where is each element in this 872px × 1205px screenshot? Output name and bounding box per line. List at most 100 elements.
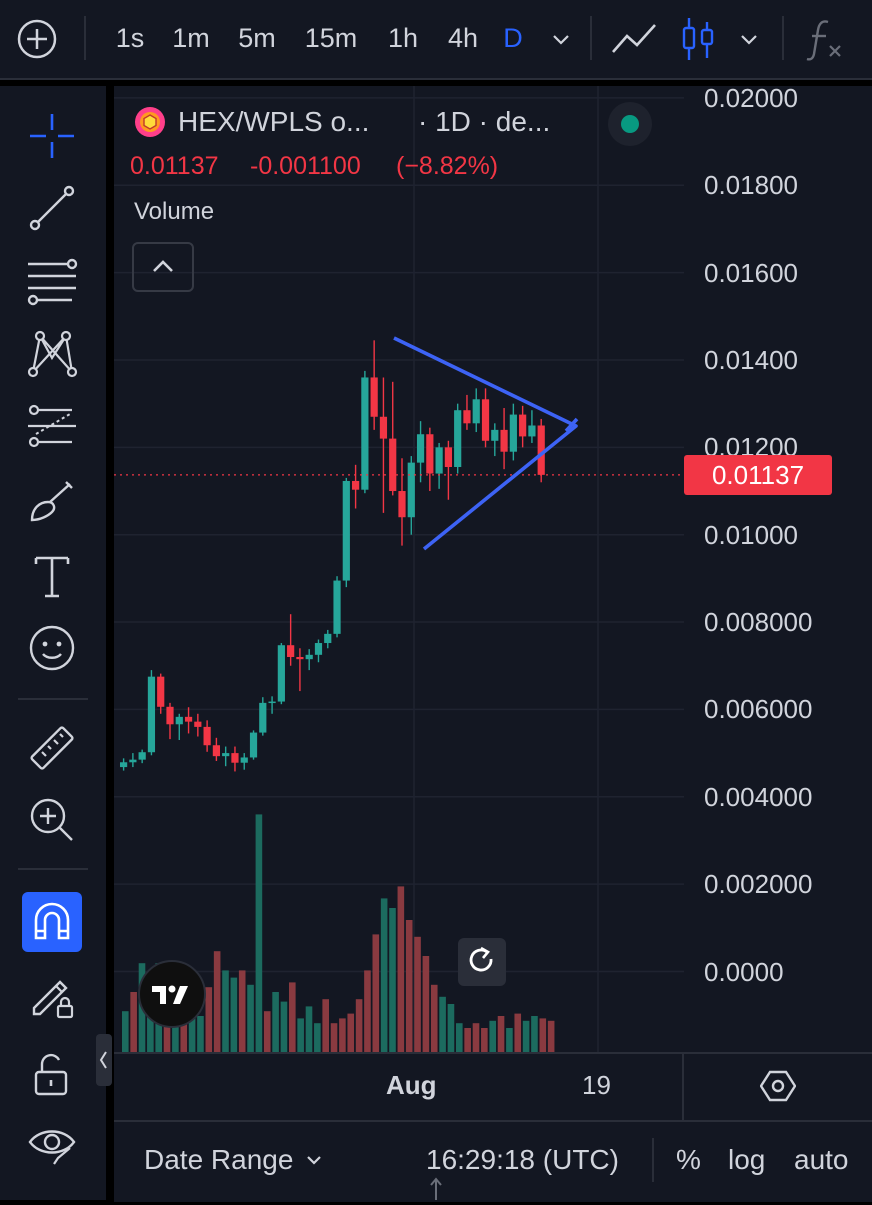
volume-bar	[472, 1023, 480, 1052]
volume-bar	[238, 970, 246, 1052]
volume-bar	[289, 982, 296, 1052]
interval-source[interactable]: · 1D · de...	[418, 106, 551, 137]
timeframe-d-active[interactable]: D	[503, 23, 523, 53]
toolbar-divider	[18, 698, 88, 700]
timeframe-4h[interactable]: 4h	[447, 23, 479, 53]
candle-body	[407, 462, 415, 518]
volume-bar	[481, 1028, 488, 1052]
text-tool-icon[interactable]	[22, 546, 82, 606]
auto-toggle[interactable]: auto	[794, 1144, 849, 1175]
timeframe-1s[interactable]: 1s	[115, 23, 145, 53]
brush-icon[interactable]	[22, 472, 82, 532]
timeframe-15m[interactable]: 15m	[304, 23, 358, 53]
candles-icon[interactable]	[680, 16, 716, 62]
triangle-drawing	[393, 336, 579, 551]
volume-bar	[397, 886, 405, 1052]
clock-utc[interactable]: 16:29:18 (UTC)	[426, 1144, 619, 1175]
volume-bar	[280, 1001, 288, 1052]
volume-bar	[514, 1013, 522, 1052]
market-status-icon[interactable]	[608, 102, 652, 146]
ruler-icon[interactable]	[22, 718, 82, 778]
chevron-down-icon[interactable]	[736, 26, 762, 52]
tradingview-logo[interactable]	[138, 960, 206, 1028]
emoji-icon[interactable]	[22, 618, 82, 678]
volume-bar	[539, 1018, 547, 1052]
candle-body	[203, 726, 211, 746]
forecast-icon[interactable]	[22, 398, 82, 458]
volume-bar	[430, 984, 438, 1052]
candle-body	[500, 429, 508, 452]
change-value: -0.001100	[250, 152, 361, 180]
candle-body	[277, 645, 285, 702]
volume-bar	[314, 1023, 321, 1052]
candle-body	[287, 645, 295, 658]
candle-body	[379, 416, 388, 439]
candle-body	[370, 377, 378, 417]
candle-body	[249, 732, 258, 758]
volume-bar	[272, 992, 279, 1052]
symbol-title[interactable]: HEX/WPLS o...	[178, 106, 370, 137]
chart-canvas[interactable]	[114, 86, 872, 1120]
line-chart-icon[interactable]	[610, 20, 658, 58]
volume-bar	[255, 814, 263, 1052]
volume-bar	[197, 1016, 204, 1052]
collapse-sidebar-handle[interactable]	[96, 1034, 112, 1086]
pattern-icon[interactable]	[22, 324, 82, 384]
price-tick-label: 0.02000	[704, 82, 798, 113]
candle-body	[528, 425, 536, 437]
reset-chart-button[interactable]	[458, 938, 506, 986]
date-range-button[interactable]: Date Range	[144, 1144, 294, 1175]
volume-bar	[364, 970, 371, 1052]
volume-indicator-label[interactable]: Volume	[134, 198, 215, 225]
price-tick-label: 0.01600	[704, 257, 798, 288]
fib-retracement-icon[interactable]	[22, 252, 82, 312]
volume-bar	[489, 1020, 496, 1052]
price-tick-label: 0.004000	[704, 781, 813, 812]
timeframe-1h[interactable]: 1h	[387, 23, 419, 53]
candle-body	[212, 745, 220, 757]
candle-body	[231, 753, 239, 763]
candle-body	[454, 410, 462, 467]
magnet-icon[interactable]	[22, 892, 82, 952]
chevron-down-icon[interactable]	[548, 26, 574, 52]
candle-body	[324, 633, 332, 644]
zoom-in-icon[interactable]	[22, 790, 82, 850]
candle-body	[147, 676, 156, 753]
reset-icon	[469, 946, 493, 972]
candle-body	[296, 657, 304, 660]
candle-body	[352, 480, 360, 490]
add-symbol-icon[interactable]	[16, 18, 58, 60]
trend-line-icon[interactable]	[22, 178, 82, 238]
last-price-value: 0.01137	[130, 152, 219, 180]
volume-bar	[456, 1023, 463, 1052]
price-tick-label: 0.008000	[704, 607, 813, 638]
crosshair-icon[interactable]	[22, 106, 82, 166]
volume-bar	[547, 1020, 555, 1052]
volume-bar	[330, 1023, 338, 1052]
time-tick-19: 19	[582, 1070, 611, 1100]
log-toggle[interactable]: log	[728, 1144, 766, 1175]
toolbar-divider	[590, 16, 592, 60]
candle-body	[175, 716, 183, 725]
volume-bar	[355, 999, 363, 1052]
timeframe-1m[interactable]: 1m	[172, 23, 210, 53]
chevron-down-icon[interactable]	[302, 1148, 326, 1172]
hide-drawings-eye-icon[interactable]	[22, 1116, 82, 1176]
indicators-fx-icon[interactable]	[806, 16, 846, 62]
price-tick-label: 0.01800	[704, 170, 798, 201]
drawing-toolbar	[0, 86, 106, 1200]
candle-body	[426, 434, 434, 474]
collapse-legend-button[interactable]	[132, 242, 194, 292]
candle-body	[222, 753, 230, 757]
chart-settings-icon[interactable]	[759, 1068, 797, 1104]
percent-toggle[interactable]: %	[676, 1144, 701, 1175]
timeframe-5m[interactable]: 5m	[238, 23, 276, 53]
axis-corner-divider	[682, 1052, 684, 1120]
triangle-pattern-line	[393, 336, 578, 551]
volume-bar	[422, 956, 430, 1052]
unlock-icon[interactable]	[22, 1044, 82, 1104]
volume-histogram	[122, 814, 555, 1052]
chart-pane[interactable]: HEX/WPLS o... · 1D · de... 0.01137 -0.00…	[114, 82, 872, 1200]
lock-drawings-icon[interactable]	[22, 964, 82, 1024]
candle-body	[157, 676, 165, 707]
